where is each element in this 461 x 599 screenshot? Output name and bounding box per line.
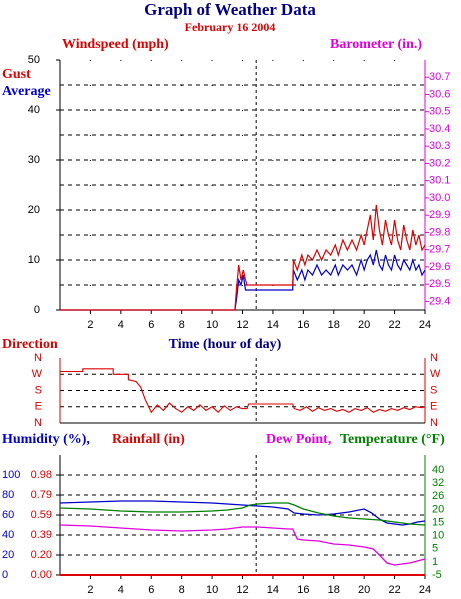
temperature-tick-label: 26	[432, 490, 444, 502]
hour-tick-label: 6	[148, 319, 154, 331]
barometer-tick-label: 30.7	[429, 71, 450, 83]
direction-right-label: N	[430, 417, 438, 429]
hour-tick-label: 16	[297, 319, 309, 331]
hour-tick-label: 22	[388, 319, 400, 331]
wind-series-gust	[60, 204, 426, 311]
legend-gust: Gust	[2, 67, 31, 82]
barometer-tick-label: 30.2	[429, 157, 450, 169]
windspeed-axis-title: Windspeed (mph)	[62, 37, 169, 52]
humidity-tick-label: 20	[2, 549, 14, 561]
rainfall-tick-label: 0.79	[31, 489, 52, 501]
direction-title: Direction	[2, 337, 58, 352]
barometer-tick-label: 29.8	[429, 226, 450, 238]
rainfall-tick-label: 0.39	[31, 529, 52, 541]
hour-tick-label: 12	[236, 319, 248, 331]
series-humidity	[59, 500, 426, 526]
hour-tick-label-bottom: 4	[118, 584, 124, 596]
temperature-tick-label: -5	[432, 569, 442, 581]
hour-tick-label-bottom: 14	[267, 584, 279, 596]
windspeed-tick-label: 20	[28, 204, 40, 216]
windspeed-tick-label: 0	[34, 304, 40, 316]
direction-left-label: N	[34, 417, 42, 429]
rainfall-tick-label: 0.59	[31, 509, 52, 521]
series-dew-point	[59, 524, 426, 566]
direction-right-label: N	[430, 352, 438, 364]
hour-tick-label: 20	[358, 319, 370, 331]
rainfall-title: Rainfall (in)	[112, 432, 185, 447]
series-temperature	[59, 502, 426, 526]
hour-tick-label-bottom: 6	[148, 584, 154, 596]
hour-tick-label: 8	[179, 319, 185, 331]
barometer-axis-title: Barometer (in.)	[330, 37, 422, 52]
temperature-tick-label: 15	[432, 516, 444, 528]
hour-tick-label: 14	[267, 319, 279, 331]
hour-tick-label: 4	[118, 319, 124, 331]
hour-tick-label: 24	[419, 319, 431, 331]
humidity-title: Humidity (%),	[2, 432, 90, 447]
rainfall-tick-label: 0.20	[31, 549, 52, 561]
humidity-tick-label: 40	[2, 529, 14, 541]
temperature-tick-label: 32	[432, 477, 444, 489]
humidity-tick-label: 100	[2, 469, 20, 481]
temperature-tick-label: 10	[432, 530, 444, 542]
legend-average: Average	[2, 84, 51, 99]
windspeed-tick-label: 30	[28, 154, 40, 166]
direction-left-label: W	[32, 368, 43, 380]
direction-right-label: W	[430, 368, 441, 380]
hour-tick-label: 2	[87, 319, 93, 331]
barometer-tick-label: 29.7	[429, 244, 450, 256]
hour-tick-label-bottom: 12	[236, 584, 248, 596]
direction-right-label: S	[430, 384, 437, 396]
hour-tick-label-bottom: 2	[87, 584, 93, 596]
barometer-tick-label: 29.9	[429, 209, 450, 221]
barometer-tick-label: 29.6	[429, 261, 450, 273]
barometer-tick-label: 29.5	[429, 278, 450, 290]
hour-tick-label-bottom: 16	[297, 584, 309, 596]
chart-title: Graph of Weather Data	[144, 0, 316, 19]
barometer-tick-label: 30.1	[429, 175, 450, 187]
humidity-tick-label: 0	[2, 569, 8, 581]
direction-left-label: N	[34, 352, 42, 364]
windspeed-tick-label: 50	[28, 54, 40, 66]
hour-tick-label-bottom: 18	[328, 584, 340, 596]
hour-tick-label-bottom: 8	[179, 584, 185, 596]
windspeed-tick-label: 40	[28, 104, 40, 116]
chart-subtitle: February 16 2004	[185, 20, 276, 34]
temperature-tick-label: 1	[432, 556, 438, 568]
hour-tick-label: 18	[328, 319, 340, 331]
windspeed-tick-label: 10	[28, 254, 40, 266]
temperature-tick-label: 20	[432, 503, 444, 515]
hour-tick-label-bottom: 10	[206, 584, 218, 596]
hour-tick-label-bottom: 24	[419, 584, 431, 596]
direction-left-label: E	[35, 401, 42, 413]
temperature-tick-label: 40	[432, 464, 444, 476]
direction-left-label: S	[35, 384, 42, 396]
hour-tick-label-bottom: 22	[388, 584, 400, 596]
rainfall-tick-label: 0.00	[31, 569, 52, 581]
humidity-tick-label: 80	[2, 489, 14, 501]
barometer-tick-label: 30.5	[429, 106, 450, 118]
barometer-tick-label: 30.3	[429, 140, 450, 152]
barometer-tick-label: 30.0	[429, 192, 450, 204]
barometer-tick-label: 29.4	[429, 295, 450, 307]
direction-series	[60, 368, 426, 414]
barometer-tick-label: 30.6	[429, 88, 450, 100]
temperature-title: Temperature (°F)	[340, 432, 445, 447]
barometer-tick-label: 30.4	[429, 123, 450, 135]
wind-series-average	[60, 249, 426, 311]
dewpoint-title: Dew Point,	[266, 432, 331, 447]
direction-right-label: E	[430, 401, 437, 413]
rainfall-tick-label: 0.98	[31, 469, 52, 481]
hour-tick-label: 10	[206, 319, 218, 331]
hour-tick-label-bottom: 20	[358, 584, 370, 596]
temperature-tick-label: 5	[432, 543, 438, 555]
x-axis-title: Time (hour of day)	[169, 337, 282, 352]
humidity-tick-label: 60	[2, 509, 14, 521]
